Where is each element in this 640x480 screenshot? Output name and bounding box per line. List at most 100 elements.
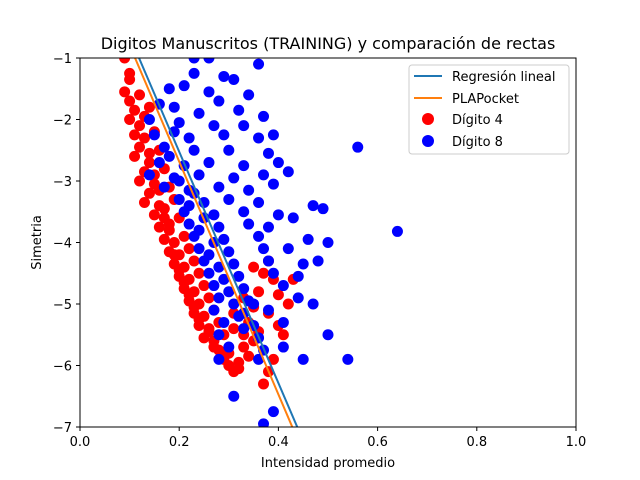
digit4-point	[119, 86, 131, 98]
x-axis: 0.0 0.2 0.4 0.6 0.8 1.0	[70, 427, 586, 450]
y-tick-label: −6	[53, 360, 72, 375]
digit4-point	[153, 221, 165, 233]
digit4-point	[208, 341, 220, 353]
digit8-point	[253, 58, 265, 70]
digit8-point	[208, 304, 220, 316]
digit8-point	[203, 157, 215, 169]
digit8-point	[163, 83, 175, 95]
digit8-point	[163, 150, 175, 162]
digit8-point	[277, 316, 289, 328]
digit8-point	[272, 209, 284, 221]
y-tick-label: −7	[53, 421, 72, 436]
digit8-point	[213, 181, 225, 193]
digit8-point	[297, 353, 309, 365]
digit4-point	[198, 280, 210, 292]
digit8-point	[168, 101, 180, 113]
digit4-point	[188, 301, 200, 313]
digit4-point	[134, 141, 146, 153]
digit8-point	[238, 283, 250, 295]
digit8-point	[282, 166, 294, 178]
digit8-point	[158, 141, 170, 153]
digit8-point	[228, 390, 240, 402]
digit4-point	[143, 101, 155, 113]
digit8-point	[153, 157, 165, 169]
digit4-point	[143, 187, 155, 199]
digit8-point	[183, 200, 195, 212]
legend-label-digit8: Dígito 8	[452, 135, 503, 150]
digit4-point	[183, 289, 195, 301]
digit8-point	[292, 270, 304, 282]
y-tick-label: −3	[53, 175, 72, 190]
chart-title: Digitos Manuscritos (TRAINING) y compara…	[101, 34, 556, 53]
digit8-point	[143, 169, 155, 181]
digit4-point	[258, 267, 270, 279]
y-tick-label: −5	[53, 298, 72, 313]
digit8-point	[188, 58, 200, 64]
y-tick-label: −2	[53, 114, 72, 129]
digit8-point	[218, 70, 230, 82]
digit8-point	[188, 67, 200, 79]
digit4-point	[243, 350, 255, 362]
digit8-point	[218, 233, 230, 245]
digit8-point	[267, 267, 279, 279]
digit4-point	[183, 243, 195, 255]
y-tick-label: −1	[53, 52, 72, 67]
digit8-point	[292, 292, 304, 304]
digit8-point	[223, 246, 235, 258]
digit8-point	[258, 169, 270, 181]
digit8-point	[258, 418, 270, 427]
digit8-point	[213, 353, 225, 365]
digit8-point	[173, 193, 185, 205]
digit8-point	[183, 218, 195, 230]
digit8-point	[213, 95, 225, 107]
digit4-point	[233, 363, 245, 375]
digit8-point	[193, 169, 205, 181]
digit8-point	[158, 181, 170, 193]
digit4-point	[267, 353, 279, 365]
x-axis-label: Intensidad promedio	[261, 456, 395, 471]
digit8-point	[262, 255, 274, 267]
digit4-point	[143, 147, 155, 159]
digit4-point	[173, 264, 185, 276]
digit4-point	[129, 129, 141, 141]
digit8-point	[208, 280, 220, 292]
digit4-point	[124, 95, 136, 107]
digit8-point	[307, 298, 319, 310]
digit8-point	[193, 224, 205, 236]
digit4-point	[248, 261, 260, 273]
regression-line	[138, 58, 299, 427]
digit8-point	[188, 144, 200, 156]
y-axis-label: Simetria	[30, 215, 45, 270]
digit8-point	[193, 243, 205, 255]
digit4-point	[272, 289, 284, 301]
x-tick-label: 0.0	[70, 435, 91, 450]
digit4-point	[168, 249, 180, 261]
digit8-point	[218, 316, 230, 328]
digit8-point	[233, 104, 245, 116]
digit8-point	[218, 129, 230, 141]
digit8-point	[183, 132, 195, 144]
digit4-point	[168, 237, 180, 248]
digit4-point	[143, 157, 155, 169]
digit8-point	[267, 178, 279, 190]
digit4-point	[158, 203, 170, 215]
digit8-point	[238, 323, 250, 335]
digit8-point	[342, 353, 354, 365]
digit8-point	[302, 233, 314, 245]
x-tick-label: 0.2	[169, 435, 190, 450]
digit8-point	[322, 237, 334, 248]
digit4-point	[138, 197, 150, 209]
scatter-layer	[119, 58, 403, 427]
digit4-point	[134, 175, 146, 187]
digit8-point	[213, 292, 225, 304]
digit4-point	[124, 74, 136, 86]
digit8-point	[213, 261, 225, 273]
digit8-point	[228, 172, 240, 184]
digit8-point	[243, 89, 255, 101]
digit8-point	[307, 200, 319, 212]
digit8-point	[238, 206, 250, 218]
digit8-point	[238, 120, 250, 132]
digit4-point	[193, 313, 205, 325]
legend-label-regression: Regresión lineal	[452, 70, 556, 85]
digit8-point	[391, 225, 403, 237]
